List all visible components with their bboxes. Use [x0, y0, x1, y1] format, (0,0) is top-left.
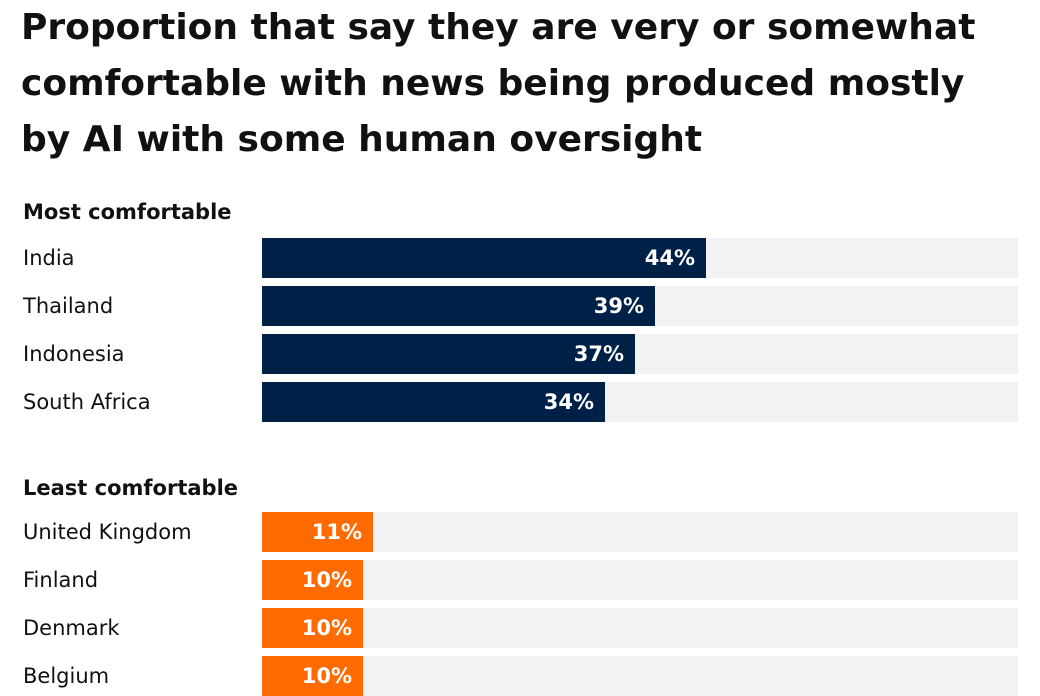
bar-track: 37% [262, 334, 1018, 374]
category-label: United Kingdom [23, 520, 192, 544]
category-label: India [23, 246, 75, 270]
bar-track: 34% [262, 382, 1018, 422]
group-heading: Most comfortable [23, 200, 232, 224]
bar-track: 10% [262, 656, 1018, 696]
bar-value-label: 10% [301, 568, 352, 592]
bar-value-label: 37% [573, 342, 624, 366]
bar [262, 560, 363, 600]
bar [262, 656, 363, 696]
category-label: South Africa [23, 390, 151, 414]
bar-value-label: 39% [593, 294, 644, 318]
bar [262, 608, 363, 648]
category-label: Denmark [23, 616, 120, 640]
bar-track: 39% [262, 286, 1018, 326]
bar-value-label: 10% [301, 616, 352, 640]
bar-track: 10% [262, 560, 1018, 600]
chart-title: Proportion that say they are very or som… [21, 7, 976, 160]
category-label: Indonesia [23, 342, 125, 366]
category-label: Thailand [23, 294, 114, 318]
category-label: Belgium [23, 664, 110, 688]
bar [262, 238, 706, 278]
group-heading: Least comfortable [23, 476, 239, 500]
bar-value-label: 44% [644, 246, 695, 270]
category-label: Finland [23, 568, 99, 592]
bar-track: 10% [262, 608, 1018, 648]
bar-value-label: 34% [543, 390, 594, 414]
bar [262, 286, 655, 326]
bar [262, 334, 635, 374]
bar-track: 11% [262, 512, 1018, 552]
bar [262, 512, 373, 552]
bar [262, 382, 605, 422]
bar-track: 44% [262, 238, 1018, 278]
bar-value-label: 10% [301, 664, 352, 688]
bar-value-label: 11% [311, 520, 362, 544]
